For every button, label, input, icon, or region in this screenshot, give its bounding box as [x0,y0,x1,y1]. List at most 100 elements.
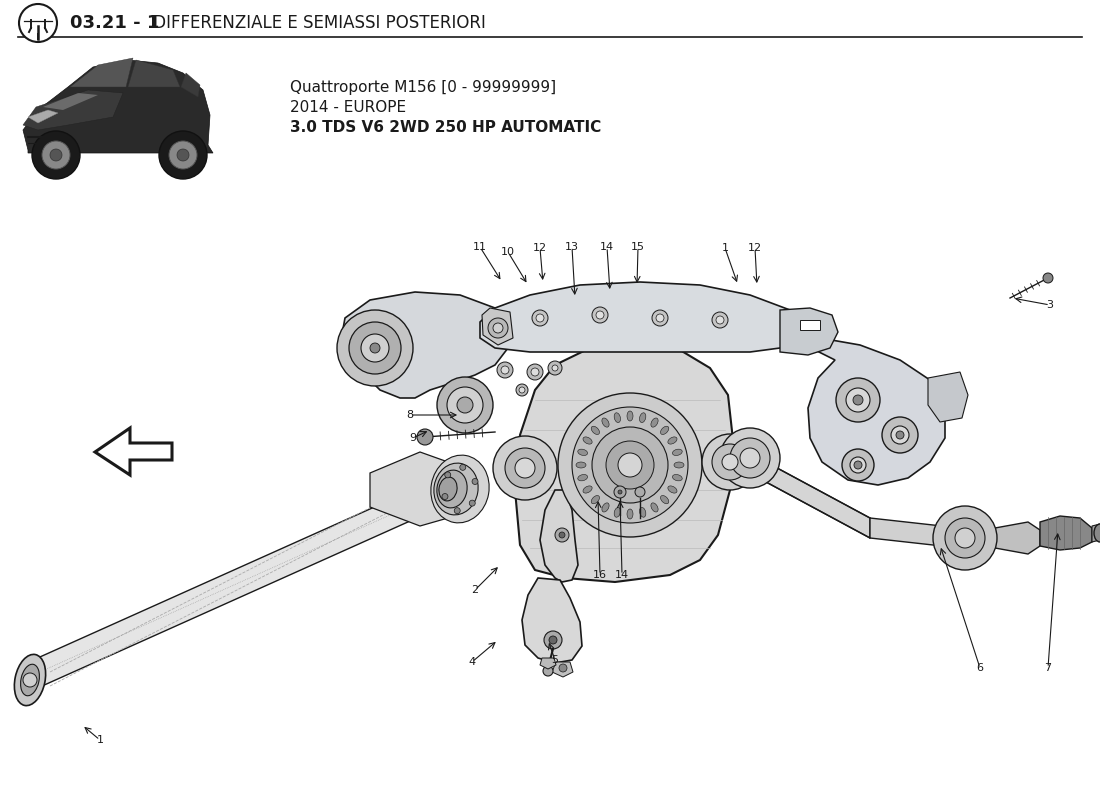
Text: 16: 16 [593,570,607,580]
Circle shape [442,494,448,499]
Ellipse shape [583,486,592,493]
Text: 12: 12 [748,243,762,253]
Ellipse shape [578,449,587,455]
Circle shape [552,365,558,371]
Circle shape [656,314,664,322]
Polygon shape [28,110,58,123]
Polygon shape [23,60,213,153]
Circle shape [712,312,728,328]
Ellipse shape [437,470,468,508]
Circle shape [852,395,864,405]
Circle shape [177,149,189,161]
Ellipse shape [660,426,669,434]
Ellipse shape [627,509,632,519]
Circle shape [460,464,465,470]
Polygon shape [182,73,200,97]
Ellipse shape [576,462,586,468]
Circle shape [42,141,70,169]
Ellipse shape [627,411,632,421]
Circle shape [544,631,562,649]
Text: 10: 10 [500,247,515,257]
Ellipse shape [639,507,646,518]
Text: 1: 1 [722,243,728,253]
Polygon shape [70,58,133,87]
Ellipse shape [591,495,600,504]
Circle shape [361,334,389,362]
Ellipse shape [583,437,592,444]
Text: 5: 5 [551,655,559,665]
Circle shape [730,438,770,478]
Circle shape [606,441,654,489]
Text: 14: 14 [600,242,614,252]
Ellipse shape [651,418,658,427]
Polygon shape [928,372,968,422]
Circle shape [488,318,508,338]
Text: 9: 9 [409,433,417,443]
Polygon shape [482,308,513,345]
Polygon shape [23,90,123,130]
Circle shape [531,368,539,376]
Circle shape [536,314,544,322]
Polygon shape [996,522,1040,554]
Circle shape [532,310,548,326]
Circle shape [472,478,478,485]
Circle shape [50,149,62,161]
Polygon shape [740,448,870,538]
Text: 3: 3 [1046,300,1054,310]
Circle shape [842,449,874,481]
Circle shape [618,453,642,477]
Circle shape [850,457,866,473]
Circle shape [1043,273,1053,283]
Ellipse shape [602,418,609,427]
Ellipse shape [431,455,490,523]
Text: 12: 12 [532,243,547,253]
Text: 11: 11 [473,242,487,252]
Polygon shape [540,490,578,582]
Circle shape [846,388,870,412]
Polygon shape [95,428,172,475]
Text: 6: 6 [977,663,983,673]
Circle shape [437,377,493,433]
Text: DIFFERENZIALE E SEMIASSI POSTERIORI: DIFFERENZIALE E SEMIASSI POSTERIORI [148,14,486,32]
Circle shape [722,454,738,470]
Polygon shape [515,345,733,582]
Ellipse shape [1094,524,1100,542]
Circle shape [712,444,748,480]
Polygon shape [128,60,180,87]
Circle shape [854,461,862,469]
Ellipse shape [660,495,669,504]
Text: 7: 7 [1044,663,1052,673]
Text: 15: 15 [631,242,645,252]
Ellipse shape [602,503,609,512]
Circle shape [444,472,451,478]
Circle shape [32,131,80,179]
Circle shape [160,131,207,179]
Polygon shape [1092,524,1100,542]
Polygon shape [340,292,510,398]
Polygon shape [43,93,98,110]
Circle shape [559,664,566,672]
Polygon shape [1040,516,1092,550]
Circle shape [500,366,509,374]
Text: 03.21 - 1: 03.21 - 1 [70,14,160,32]
Ellipse shape [21,664,40,696]
Circle shape [337,310,412,386]
Circle shape [933,506,997,570]
Circle shape [720,428,780,488]
Ellipse shape [591,426,600,434]
Ellipse shape [651,503,658,512]
Circle shape [515,458,535,478]
Circle shape [716,316,724,324]
Ellipse shape [668,437,676,444]
Circle shape [740,448,760,468]
Circle shape [349,322,402,374]
Circle shape [505,448,544,488]
Ellipse shape [439,477,458,501]
Circle shape [614,486,626,498]
Polygon shape [795,338,945,485]
Polygon shape [800,320,820,330]
Circle shape [592,427,668,503]
Text: 3.0 TDS V6 2WD 250 HP AUTOMATIC: 3.0 TDS V6 2WD 250 HP AUTOMATIC [290,120,602,135]
Circle shape [596,311,604,319]
Circle shape [592,307,608,323]
